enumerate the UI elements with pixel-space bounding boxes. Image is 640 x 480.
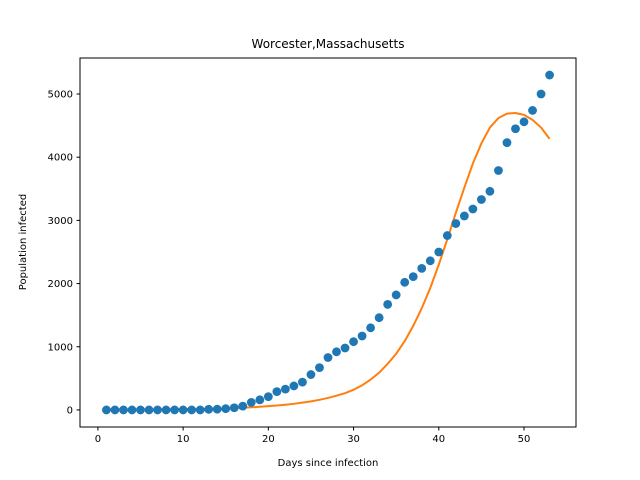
data-point: [229, 403, 239, 413]
data-point: [485, 186, 495, 196]
data-point: [102, 405, 111, 415]
data-point: [349, 337, 358, 347]
data-point: [187, 405, 197, 415]
data-point: [528, 106, 537, 115]
data-point: [408, 272, 418, 282]
data-point: [366, 323, 376, 333]
data-point: [298, 377, 307, 387]
data-point: [221, 404, 231, 414]
plot-area-frame: [79, 57, 577, 428]
data-point: [451, 219, 461, 228]
data-point: [417, 264, 427, 273]
data-point: [511, 124, 520, 134]
data-point: [536, 89, 546, 99]
series-points: [102, 70, 554, 415]
data-point: [391, 290, 401, 300]
x-tick-label: 10: [177, 434, 190, 445]
data-point: [212, 404, 222, 414]
data-point: [272, 387, 282, 397]
data-point: [545, 70, 554, 80]
y-axis-label: Population infected: [18, 194, 29, 290]
data-point: [289, 381, 299, 391]
data-point: [306, 370, 316, 379]
data-point: [315, 363, 324, 373]
data-point: [110, 405, 120, 415]
data-point: [178, 405, 188, 415]
x-axis: 0 10 20 30 40 50: [95, 427, 531, 445]
x-axis-label: Days since infection: [278, 458, 379, 469]
data-point: [323, 353, 333, 362]
data-point: [425, 256, 435, 266]
data-point: [502, 138, 512, 148]
data-point: [136, 405, 145, 415]
data-point: [161, 405, 171, 415]
data-point: [468, 204, 478, 214]
x-tick-label: 20: [262, 434, 275, 445]
y-tick-label: 0: [67, 405, 73, 416]
data-point: [357, 331, 367, 341]
data-point: [127, 405, 137, 415]
data-point: [434, 247, 444, 257]
data-point: [442, 231, 452, 240]
data-point: [238, 401, 248, 411]
data-point: [400, 277, 410, 287]
data-point: [204, 404, 214, 414]
x-tick-label: 0: [95, 434, 101, 445]
y-tick-label: 5000: [48, 90, 73, 101]
y-tick-label: 3000: [48, 216, 73, 227]
series-line: [106, 111, 551, 411]
data-point: [332, 347, 341, 357]
data-point: [519, 117, 529, 127]
y-tick-label: 4000: [48, 153, 73, 164]
x-tick-label: 30: [347, 434, 360, 445]
data-point: [340, 343, 350, 353]
data-point: [477, 195, 486, 204]
data-point: [374, 313, 384, 323]
data-point: [246, 397, 256, 407]
data-point: [153, 405, 162, 415]
y-tick-label: 1000: [48, 342, 73, 353]
data-point: [255, 395, 265, 405]
x-tick-label: 40: [432, 434, 445, 445]
data-point: [383, 300, 393, 309]
data-point: [144, 405, 154, 415]
data-point: [195, 405, 205, 415]
data-point: [170, 405, 179, 415]
data-point: [459, 211, 469, 221]
data-point: [263, 392, 273, 402]
x-tick-label: 50: [518, 434, 531, 445]
chart-title: Worcester,Massachusetts: [252, 37, 405, 51]
y-axis: 0 1000 2000 3000 4000 5000: [48, 90, 80, 416]
y-tick-label: 2000: [48, 279, 73, 290]
data-point: [280, 384, 290, 394]
data-point: [494, 166, 503, 175]
data-point: [119, 405, 128, 415]
